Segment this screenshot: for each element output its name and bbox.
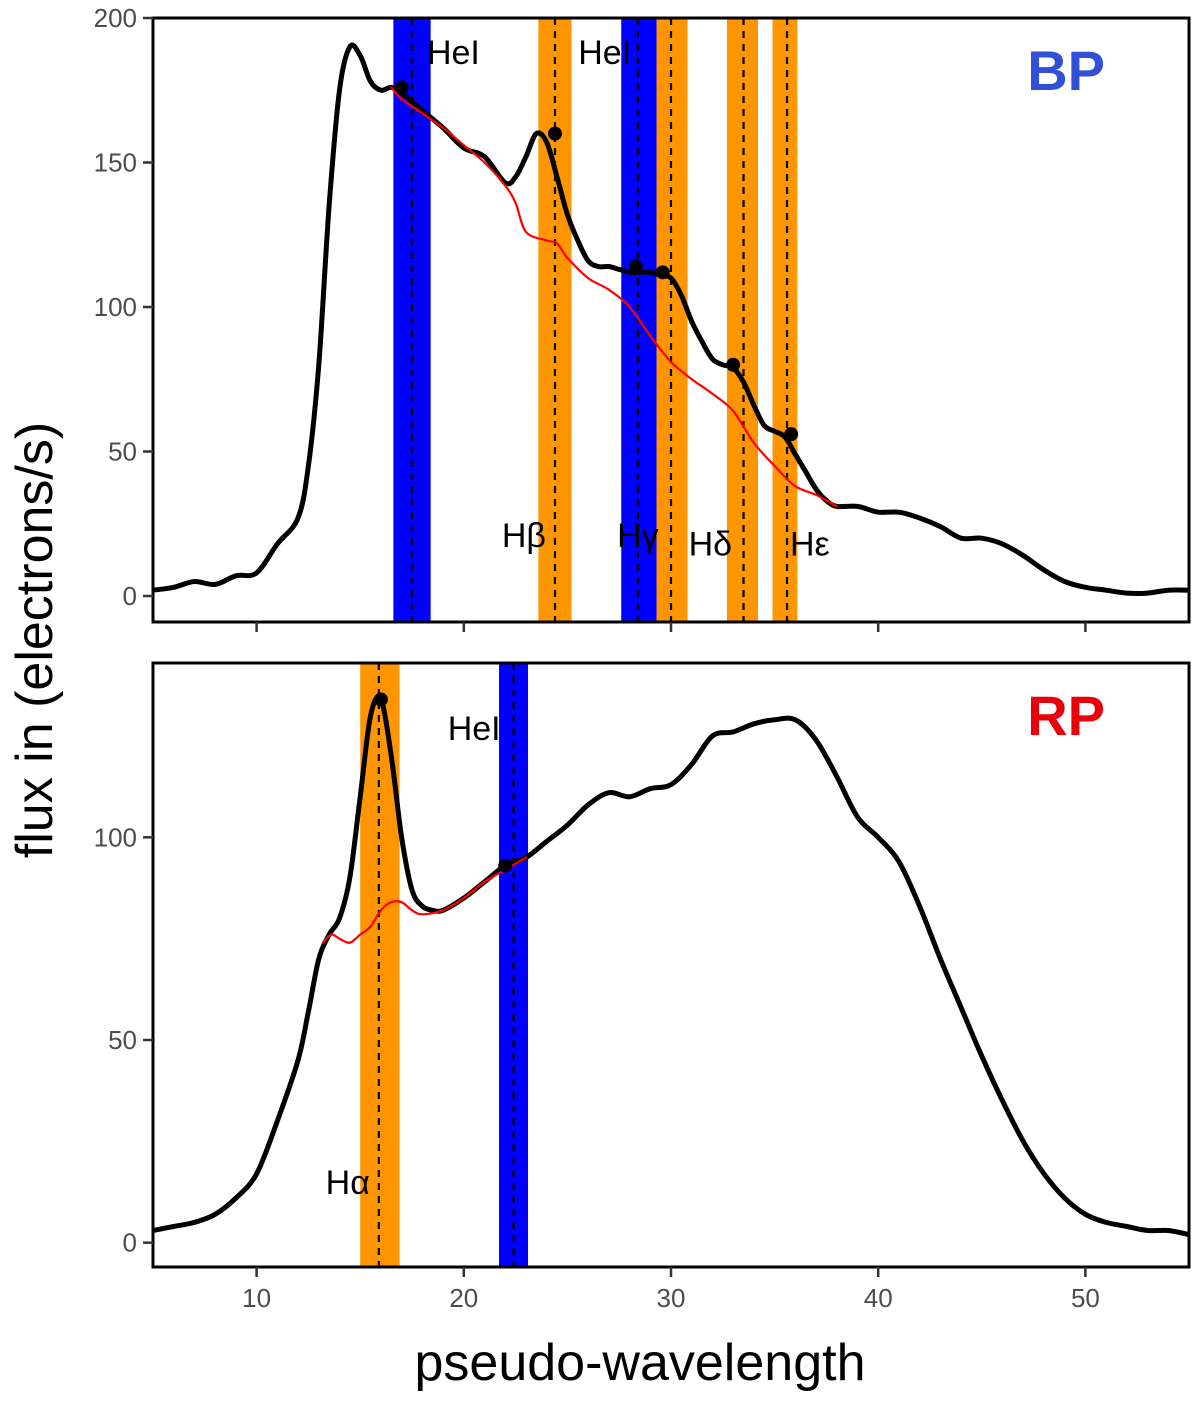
bp-peak-marker-2	[628, 259, 643, 274]
rp-spectrum-line	[153, 694, 1189, 1238]
bp-ytick-label-3: 150	[94, 147, 137, 177]
rp-panel: HeI Hα 0 50 100 10 20 30 40 50 RP	[94, 661, 1191, 1313]
rp-xtick-label-1: 20	[449, 1283, 478, 1313]
bp-line-markers	[410, 18, 789, 622]
bp-line-label-0: HeI	[427, 34, 480, 72]
bp-line-label-2: Hβ	[502, 517, 546, 555]
rp-line-labels: HeI Hα	[326, 710, 501, 1202]
rp-peak-markers	[373, 692, 513, 873]
rp-peak-marker-0	[373, 692, 388, 707]
bp-ytick-label-4: 200	[94, 3, 137, 33]
bp-band-emission-3	[772, 18, 798, 622]
rp-xtick-label-2: 30	[657, 1283, 686, 1313]
bp-line-label-1: HeI	[578, 34, 631, 72]
bp-panel-tag: BP	[1027, 39, 1105, 102]
bp-y-axis-ticks: 0 50 100 150 200	[94, 3, 153, 611]
bp-peak-marker-3	[655, 265, 670, 280]
bp-peak-markers	[394, 80, 799, 442]
bp-bands	[393, 18, 798, 622]
bp-line-label-3: Hγ	[617, 517, 659, 555]
rp-continuum-line	[321, 856, 528, 944]
x-axis-label: pseudo-wavelength	[415, 1334, 866, 1392]
bp-ytick-label-0: 0	[123, 581, 137, 611]
bp-ytick-label-1: 50	[108, 436, 137, 466]
bp-peak-marker-4	[726, 357, 741, 372]
bp-line-label-4: Hδ	[689, 526, 732, 564]
rp-panel-tag: RP	[1027, 684, 1105, 747]
bp-continuum-line	[390, 86, 838, 508]
rp-bands	[360, 663, 529, 1267]
rp-line-label-0: HeI	[448, 710, 501, 748]
rp-peak-marker-1	[498, 858, 513, 873]
rp-ytick-label-1: 50	[108, 1025, 137, 1055]
rp-ytick-label-2: 100	[94, 822, 137, 852]
bp-peak-marker-1	[547, 126, 562, 141]
rp-ytick-label-0: 0	[123, 1228, 137, 1258]
bp-ytick-label-2: 100	[94, 292, 137, 322]
rp-panel-border	[151, 661, 1191, 1269]
bp-x-axis-ticks	[255, 622, 1087, 632]
rp-series	[153, 694, 1189, 1238]
bp-peak-marker-0	[394, 80, 409, 95]
bp-peak-marker-5	[784, 427, 799, 442]
rp-line-label-1: Hα	[326, 1164, 370, 1202]
bp-line-label-5: Hε	[790, 526, 830, 564]
bp-line-labels: HeI HeI Hβ Hγ Hδ Hε	[427, 34, 830, 563]
rp-xtick-label-3: 40	[864, 1283, 893, 1313]
rp-y-axis-ticks: 0 50 100	[94, 822, 153, 1258]
bp-panel: HeI HeI Hβ Hγ Hδ Hε 0 50 100 150 200 BP	[94, 3, 1191, 632]
rp-xtick-label-4: 50	[1071, 1283, 1100, 1313]
y-axis-label: flux in (electrons/s)	[6, 422, 64, 858]
rp-xtick-label-0: 10	[242, 1283, 271, 1313]
rp-line-markers	[377, 663, 515, 1267]
rp-x-axis-ticks: 10 20 30 40 50	[242, 1267, 1100, 1313]
